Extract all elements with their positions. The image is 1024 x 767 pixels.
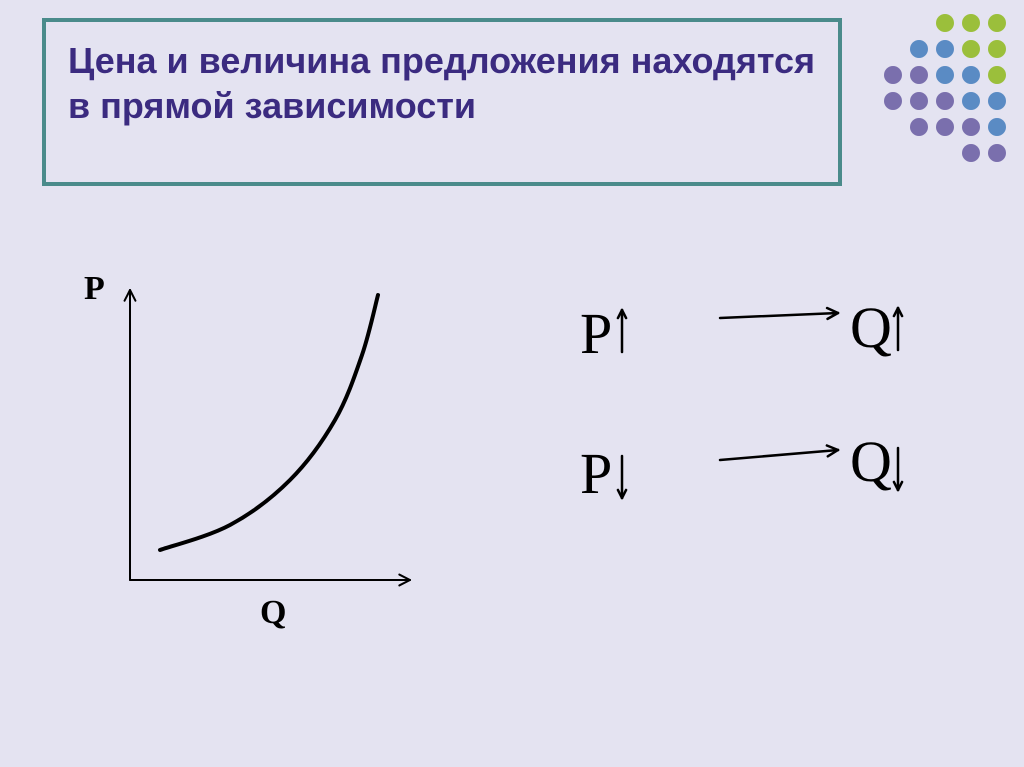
dot — [962, 40, 980, 58]
dot — [962, 14, 980, 32]
supply-chart: P Q — [90, 280, 430, 620]
dot — [962, 92, 980, 110]
relation-p-1: P — [580, 440, 612, 507]
dot — [884, 92, 902, 110]
dot — [910, 66, 928, 84]
dot — [910, 40, 928, 58]
dot — [936, 14, 954, 32]
relation-q-0: Q — [850, 294, 892, 361]
relation-p-0: P — [580, 300, 612, 367]
dot — [936, 40, 954, 58]
dot — [962, 144, 980, 162]
dot — [962, 118, 980, 136]
dot — [988, 14, 1006, 32]
dot — [988, 118, 1006, 136]
decorative-dots — [884, 14, 1014, 170]
dot — [910, 92, 928, 110]
relation-q-1: Q — [850, 428, 892, 495]
dot — [884, 66, 902, 84]
title-box: Цена и величина предложения находятся в … — [42, 18, 842, 186]
dot — [910, 118, 928, 136]
dot — [962, 66, 980, 84]
dot — [936, 66, 954, 84]
dot — [988, 144, 1006, 162]
slide: Цена и величина предложения находятся в … — [0, 0, 1024, 767]
dot — [936, 92, 954, 110]
dot — [988, 92, 1006, 110]
relations-diagram: PQPQ — [540, 300, 970, 560]
slide-title: Цена и величина предложения находятся в … — [68, 38, 816, 128]
dot — [988, 40, 1006, 58]
axis-label-p: P — [84, 270, 105, 308]
chart-svg — [90, 280, 430, 620]
axis-label-q: Q — [260, 594, 286, 632]
dot — [936, 118, 954, 136]
dot — [988, 66, 1006, 84]
